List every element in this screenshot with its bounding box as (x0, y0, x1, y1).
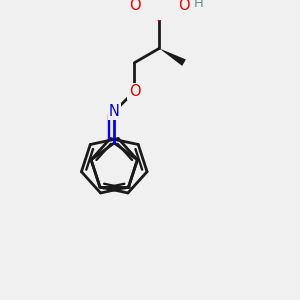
Text: O: O (129, 84, 140, 99)
Text: O: O (129, 0, 140, 13)
Text: N: N (109, 104, 120, 119)
Polygon shape (159, 48, 186, 66)
Text: H: H (194, 0, 203, 10)
Text: O: O (178, 0, 190, 13)
